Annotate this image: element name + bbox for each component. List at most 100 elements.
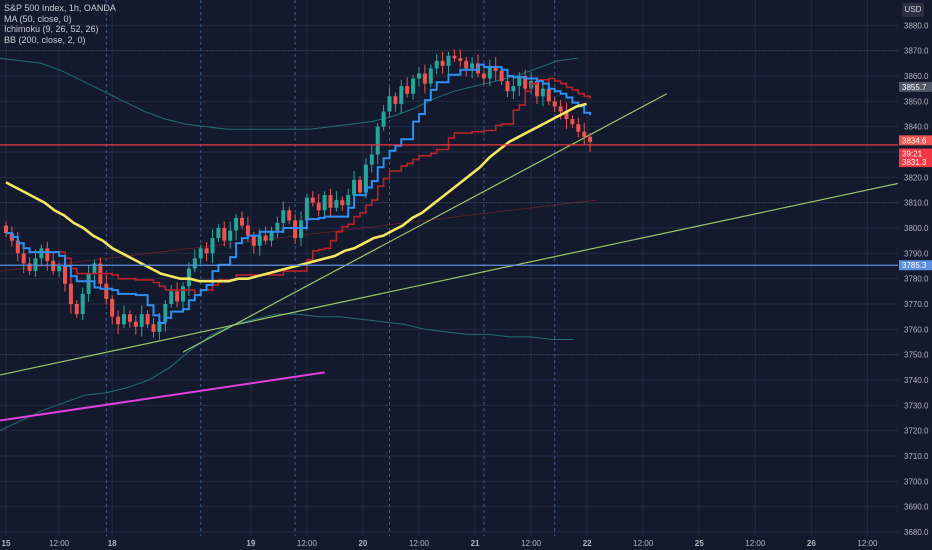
- candle-body: [263, 235, 268, 241]
- candle: [540, 82, 545, 107]
- candle-body: [369, 154, 374, 165]
- candle-body: [198, 248, 203, 259]
- price-tick-label: 3780.0: [904, 275, 929, 284]
- price-tick-label: 3700.0: [904, 477, 929, 486]
- ichimoku-indicator-label[interactable]: Ichimoku (9, 26, 52, 26): [4, 24, 99, 34]
- candle: [4, 221, 8, 237]
- candle-body: [316, 202, 321, 211]
- candle-body: [558, 106, 563, 112]
- time-tick-label: 21: [471, 539, 480, 548]
- candle: [80, 287, 85, 320]
- candle-body: [552, 101, 557, 107]
- candle: [228, 221, 233, 249]
- price-tick-label: 3750.0: [904, 351, 929, 360]
- time-tick-label: 12:00: [857, 539, 878, 548]
- symbol-title[interactable]: S&P 500 Index, 1h, OANDA: [4, 3, 116, 13]
- price-label: 3831.3: [899, 157, 932, 168]
- candle-body: [92, 263, 97, 274]
- price-label-text: 39:21: [902, 150, 923, 159]
- candle-body: [470, 63, 475, 69]
- price-tick-label: 3730.0: [904, 401, 929, 410]
- candle-body: [281, 210, 286, 223]
- price-label-bg: [899, 148, 932, 159]
- candle: [39, 244, 44, 267]
- candle: [322, 191, 327, 219]
- candle: [434, 54, 439, 75]
- ma50-line: [5, 102, 587, 283]
- candle: [151, 317, 156, 338]
- candle: [74, 300, 79, 318]
- candle: [393, 92, 398, 112]
- candle-body: [422, 73, 427, 84]
- price-tick-label: 3850.0: [904, 97, 929, 106]
- candle: [310, 191, 315, 207]
- candle: [452, 49, 457, 63]
- price-label-text: 3831.3: [902, 158, 927, 167]
- time-axis-bg: [0, 536, 932, 550]
- candle: [198, 244, 203, 265]
- time-tick-label: 12:00: [297, 539, 318, 548]
- tenkan-line: [6, 63, 592, 324]
- candle-body: [399, 86, 404, 104]
- candle-body: [576, 124, 581, 132]
- candle: [293, 214, 298, 244]
- candle-body: [151, 324, 156, 332]
- candle: [511, 77, 516, 100]
- candle-body: [210, 238, 215, 254]
- candle: [458, 49, 463, 67]
- time-tick-label: 22: [583, 539, 592, 548]
- chart-legend: S&P 500 Index, 1h, OANDA MA (50, close, …: [4, 3, 116, 45]
- candle-body: [517, 76, 522, 87]
- time-tick-label: 25: [695, 539, 704, 548]
- candle-body: [340, 200, 345, 206]
- candle-body: [387, 96, 392, 112]
- price-tick-label: 3740.0: [904, 376, 929, 385]
- candle: [210, 229, 215, 264]
- candle-body: [405, 86, 410, 94]
- candle-body: [535, 81, 539, 97]
- candle: [576, 117, 581, 138]
- candle: [181, 282, 185, 310]
- candle-body: [110, 298, 115, 317]
- price-tick-label: 3770.0: [904, 300, 929, 309]
- candle: [204, 241, 209, 262]
- candle-body: [328, 195, 333, 208]
- candle: [328, 188, 333, 218]
- candle: [523, 69, 528, 93]
- candle-body: [57, 266, 62, 272]
- candle-body: [80, 293, 85, 315]
- candle-body: [163, 304, 168, 322]
- candle: [411, 74, 416, 100]
- time-tick-label: 12:00: [745, 539, 766, 548]
- candle-body: [27, 263, 32, 272]
- time-tick-label: 19: [246, 539, 255, 548]
- ma-indicator-label[interactable]: MA (50, close, 0): [4, 13, 72, 24]
- candle: [487, 59, 492, 87]
- price-tick-label: 3840.0: [904, 123, 929, 132]
- price-label-bg: [899, 135, 932, 146]
- candle: [588, 133, 593, 152]
- price-label-text: 3834.6: [902, 136, 927, 145]
- candles: [4, 49, 593, 340]
- currency-button[interactable]: USD: [902, 3, 924, 17]
- time-tick-label: 12:00: [409, 539, 430, 548]
- candle-body: [381, 111, 386, 127]
- candle: [417, 67, 421, 87]
- candle-body: [4, 225, 8, 234]
- candle-body: [322, 195, 327, 211]
- candle-body: [127, 314, 132, 322]
- price-label-text: 3785.3: [902, 261, 927, 270]
- candle-body: [540, 88, 545, 97]
- bb-indicator-label[interactable]: BB (200, close, 2, 0): [4, 34, 86, 45]
- thin-red-trend: [0, 199, 597, 272]
- price-tick-label: 3680.0: [904, 528, 929, 537]
- candle-body: [145, 314, 150, 325]
- candle-body: [493, 65, 498, 71]
- price-tick-label: 3760.0: [904, 325, 929, 334]
- candle: [51, 252, 56, 275]
- candle-body: [192, 258, 197, 269]
- price-label-bg: [899, 81, 932, 92]
- candle-body: [245, 225, 250, 236]
- candle: [192, 249, 197, 273]
